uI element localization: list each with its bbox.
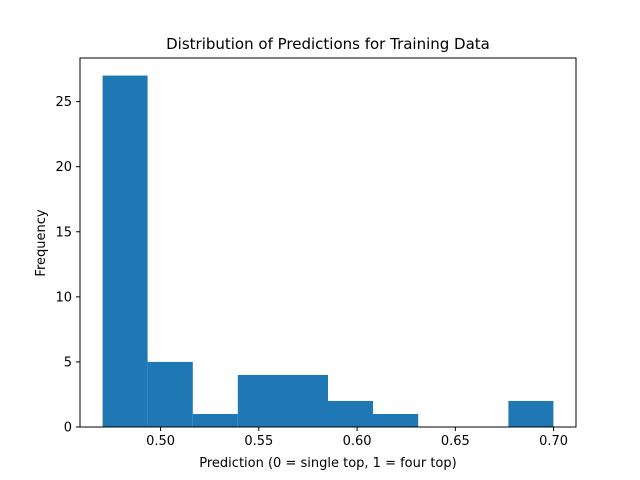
- y-axis-label: Frequency: [34, 209, 49, 276]
- x-tick-label: 0.55: [244, 434, 273, 449]
- histogram-bar: [328, 400, 374, 427]
- histogram-bar: [508, 400, 554, 427]
- x-tick-label: 0.60: [343, 434, 372, 449]
- bars-group: [102, 75, 554, 428]
- y-tick-label: 25: [55, 95, 72, 110]
- plot-frame: [79, 57, 577, 428]
- histogram-bar: [282, 374, 328, 427]
- histogram-bar: [102, 75, 148, 428]
- x-tick-label: 0.70: [539, 434, 568, 449]
- y-tick-label: 20: [55, 160, 72, 175]
- histogram-bar: [192, 413, 238, 427]
- chart-title: Distribution of Predictions for Training…: [166, 35, 490, 53]
- histogram-bar: [373, 413, 419, 427]
- y-axis-ticks: 0 5 10 15 20 25: [55, 95, 80, 436]
- y-tick-label: 0: [64, 421, 72, 436]
- y-tick-label: 10: [55, 290, 72, 305]
- x-tick-label: 0.65: [441, 434, 470, 449]
- x-axis-ticks: 0.50 0.55 0.60 0.65 0.70: [146, 427, 568, 449]
- x-axis-label: Prediction (0 = single top, 1 = four top…: [199, 456, 456, 471]
- y-tick-label: 15: [55, 225, 72, 240]
- histogram-bar: [237, 374, 283, 427]
- y-tick-label: 5: [64, 355, 72, 370]
- histogram-bar: [147, 361, 193, 427]
- x-tick-label: 0.50: [146, 434, 175, 449]
